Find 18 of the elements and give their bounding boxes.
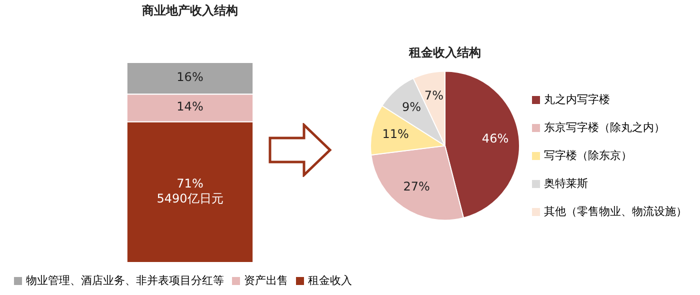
legend-label: 租金收入 <box>308 273 352 288</box>
legend-label: 其他（零售物业、物流设施） <box>544 204 687 219</box>
chart-title: 商业地产收入结构 <box>141 3 238 18</box>
legend-label: 写字楼（除东京） <box>544 148 632 163</box>
data-label: 71% 5490亿日元 <box>156 176 224 206</box>
legend-label: 资产出售 <box>244 273 288 288</box>
data-label: 7% <box>424 88 444 102</box>
legend-label: 奥特莱斯 <box>544 176 588 191</box>
legend-label: 东京写字楼（除丸之内） <box>544 120 665 135</box>
legend-label: 物业管理、酒店业务、非并表项目分红等 <box>26 273 224 288</box>
data-label: 9% <box>402 100 422 114</box>
data-label: 46% <box>482 131 509 146</box>
data-label: 27% <box>403 180 430 194</box>
chart-title: 租金收入结构 <box>408 45 481 60</box>
data-label: 16% <box>176 70 204 84</box>
data-label: 11% <box>382 126 409 141</box>
legend-label: 丸之内写字楼 <box>544 92 610 107</box>
data-label: 14% <box>176 100 204 114</box>
